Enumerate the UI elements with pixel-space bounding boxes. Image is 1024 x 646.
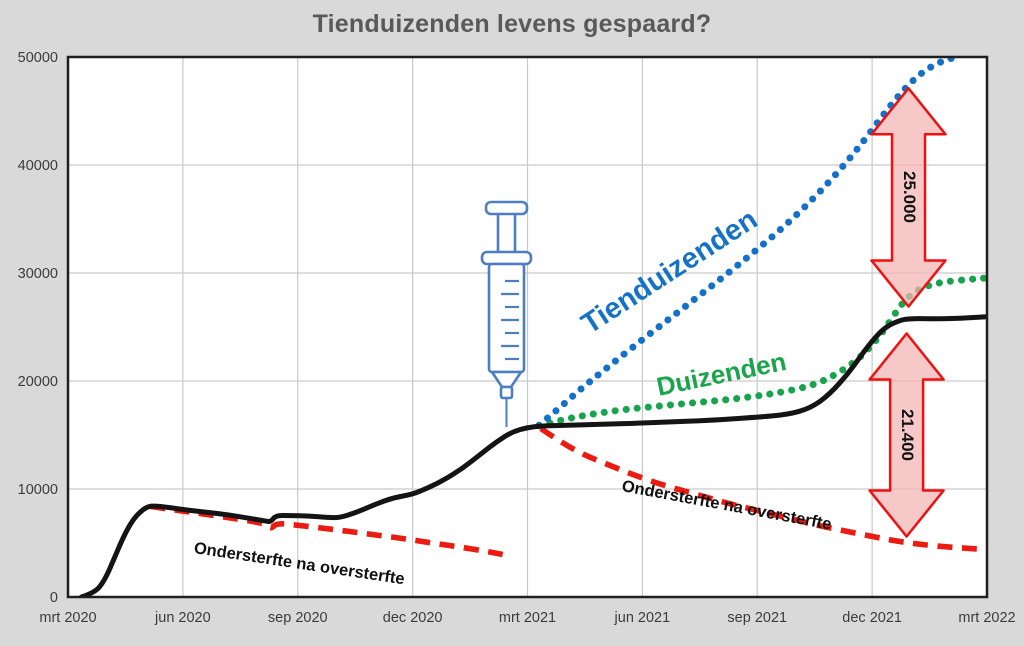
x-tick-label: sep 2021 — [727, 610, 787, 626]
x-tick-label: mrt 2021 — [499, 610, 556, 626]
y-tick-label: 40000 — [18, 158, 58, 174]
chart-title: Tienduizenden levens gespaard? — [312, 10, 712, 38]
series-ondersterfte-na-oversterfte-2021- — [539, 426, 987, 553]
series-oversterfte-werkelijk-verloop- — [78, 314, 987, 597]
x-tick-label: jun 2020 — [154, 610, 211, 626]
series-ondersterfte-na-oversterfte-2020- — [149, 503, 506, 558]
y-tick-label: 20000 — [18, 374, 58, 390]
x-tick-label: mrt 2022 — [958, 610, 1015, 626]
y-tick-label: 30000 — [18, 266, 58, 282]
y-tick-label: 50000 — [18, 50, 58, 66]
arrow-label-21400: 21.400 — [898, 409, 917, 461]
x-tick-label: dec 2021 — [842, 610, 902, 626]
gridlines — [68, 57, 987, 597]
plot-border — [66, 55, 989, 599]
arrow-label-25000: 25.000 — [900, 171, 919, 223]
difference-arrow-25000 — [870, 87, 947, 308]
y-tick-label: 0 — [50, 590, 58, 606]
axis-labels: 0 10000 20000 30000 40000 50000 mrt 2020 jun 20… — [18, 50, 1016, 626]
difference-arrow-21400 — [868, 332, 945, 538]
x-tick-label: mrt 2020 — [39, 610, 96, 626]
y-tick-label: 10000 — [18, 482, 58, 498]
x-tick-label: sep 2020 — [268, 610, 328, 626]
x-tick-label: dec 2020 — [383, 610, 443, 626]
x-tick-label: jun 2021 — [614, 610, 671, 626]
